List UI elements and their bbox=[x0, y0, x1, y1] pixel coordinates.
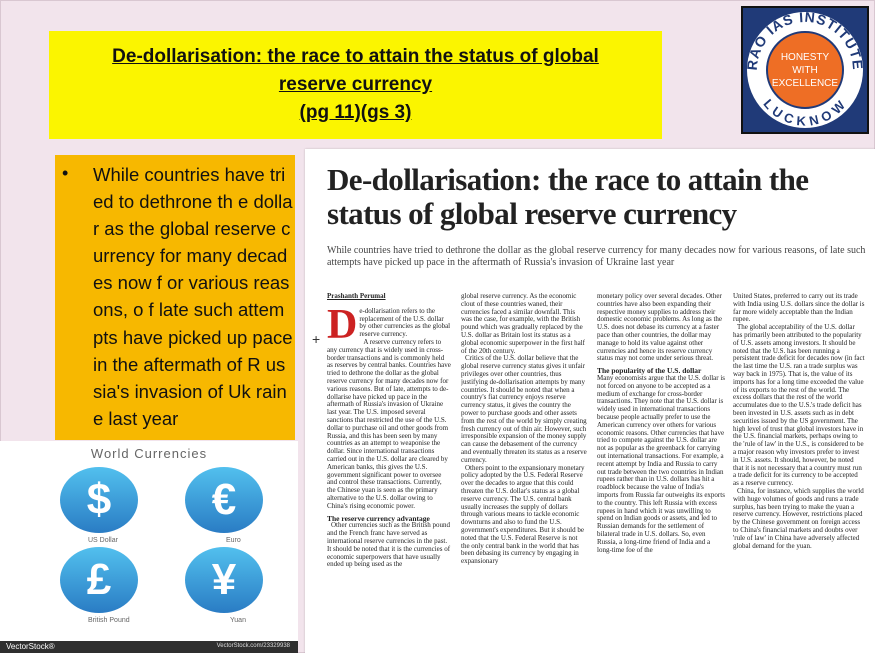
article-paragraph: monetary policy over several decades. Ot… bbox=[597, 293, 723, 363]
logo-motto-line-3: EXCELLENCE bbox=[772, 78, 838, 89]
article-paragraph: United States, preferred to carry out it… bbox=[733, 293, 865, 324]
institute-logo: RAO IAS INSTITUTE LUCKNOW HONESTY WITH E… bbox=[741, 6, 869, 134]
article-paragraph: e-dollarisation refers to the replacemen… bbox=[359, 306, 451, 339]
logo-graphic: RAO IAS INSTITUTE LUCKNOW HONESTY WITH E… bbox=[744, 9, 865, 129]
pound-bubble-icon: £ bbox=[60, 547, 138, 613]
currency-label-euro: Euro bbox=[226, 537, 241, 544]
article-paragraph: global reserve currency. As the economic… bbox=[461, 293, 586, 355]
pound-symbol: £ bbox=[86, 555, 112, 604]
bullet-marker: • bbox=[62, 163, 69, 183]
slide-title-line-2: reserve currency bbox=[278, 74, 433, 95]
article-paragraph: China, for instance, which supplies the … bbox=[733, 486, 864, 550]
dollar-bubble-icon: $ bbox=[60, 467, 138, 533]
dollar-symbol: $ bbox=[86, 475, 112, 524]
article-paragraph: The global acceptability of the U.S. dol… bbox=[733, 323, 865, 488]
article-paragraph: Critics of the U.S. dollar believe that … bbox=[461, 354, 587, 464]
yuan-bubble-icon: ¥ bbox=[185, 547, 263, 613]
article-standfirst: While countries have tried to dethrone t… bbox=[327, 245, 866, 268]
slide-title-box: De-dollarisation: the race to attain the… bbox=[49, 31, 662, 139]
article-subhead: The reserve currency advantage bbox=[327, 513, 430, 523]
article-column-4: United States, preferred to carry out it… bbox=[733, 293, 865, 649]
article-column-1: Prashanth Perumal D e-dollarisation refe… bbox=[327, 293, 451, 649]
logo-motto-line-2: WITH bbox=[792, 65, 818, 76]
slide-title-line-1: De-dollarisation: the race to attain the… bbox=[112, 46, 599, 67]
stock-brand: VectorStock® bbox=[6, 642, 55, 651]
article-paragraph: Other currencies such as the British pou… bbox=[327, 521, 451, 569]
newspaper-article: De-dollarisation: the race to attain the… bbox=[305, 149, 875, 653]
article-byline: Prashanth Perumal bbox=[327, 293, 386, 300]
stock-id: VectorStock.com/23329938 bbox=[216, 643, 290, 649]
euro-bubble-icon: € bbox=[185, 467, 263, 533]
article-paragraph: Others point to the expansionary monetar… bbox=[461, 463, 585, 566]
slide-title-line-3: (pg 11)(gs 3) bbox=[299, 102, 412, 123]
article-paragraph: Many economists argue that the U.S. doll… bbox=[597, 373, 725, 554]
currency-label-pound: British Pound bbox=[88, 617, 130, 624]
article-subhead: The popularity of the U.S. dollar bbox=[597, 366, 702, 376]
bullet-text: While countries have tried to dethrone t… bbox=[93, 164, 293, 429]
yuan-symbol: ¥ bbox=[211, 555, 237, 604]
stock-watermark-bar: VectorStock® VectorStock.com/23329938 bbox=[0, 641, 298, 653]
currency-image-title: World Currencies bbox=[90, 446, 208, 461]
currency-label-dollar: US Dollar bbox=[88, 537, 118, 544]
logo-motto-line-1: HONESTY bbox=[781, 52, 830, 63]
bullet-point-box: • While countries have tried to dethrone… bbox=[55, 155, 295, 440]
currency-label-yuan: Yuan bbox=[230, 617, 246, 624]
euro-symbol: € bbox=[211, 475, 237, 524]
article-dropcap: D bbox=[327, 301, 358, 348]
article-column-2: global reserve currency. As the economic… bbox=[461, 293, 587, 649]
article-headline: De-dollarisation: the race to attain the… bbox=[327, 162, 809, 231]
plus-icon: + bbox=[312, 331, 321, 347]
world-currencies-image: World Currencies $ US Dollar € Euro £ Br… bbox=[0, 441, 298, 653]
article-column-3: monetary policy over several decades. Ot… bbox=[597, 293, 725, 649]
article-paragraph: A reserve currency refers to any currenc… bbox=[327, 337, 451, 510]
